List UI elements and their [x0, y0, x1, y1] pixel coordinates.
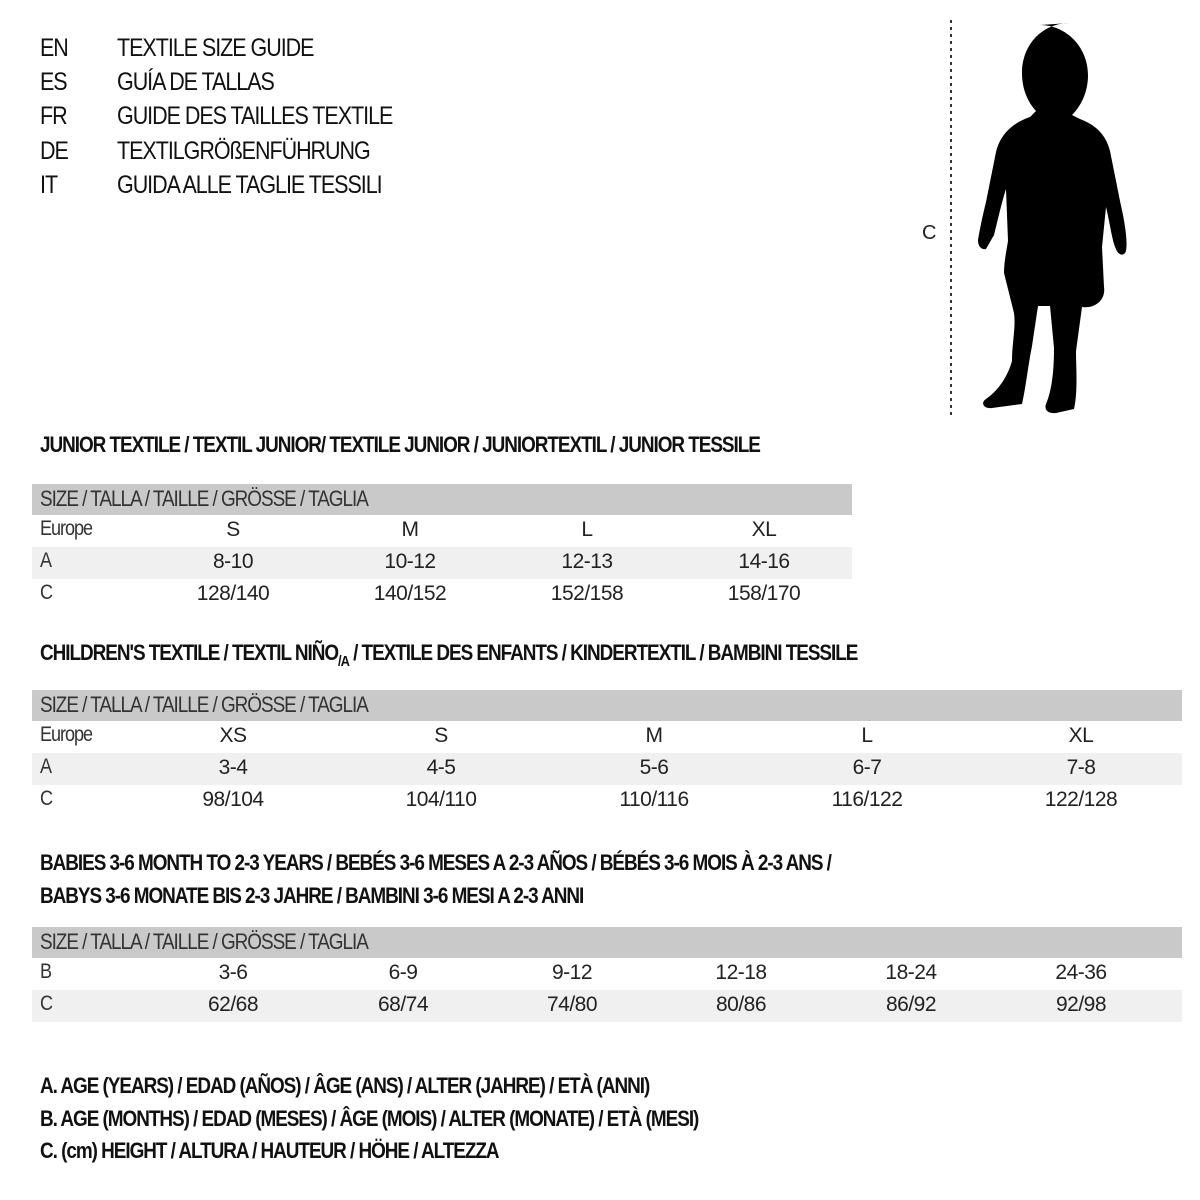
table-cell: 80/86: [715, 993, 767, 1016]
legend-c: C. (cm) HEIGHT / ALTURA / HAUTEUR / HÖHE…: [40, 1138, 500, 1163]
legend-a: A. AGE (YEARS) / EDAD (AÑOS) / ÂGE (ANS)…: [40, 1073, 650, 1098]
table-cell: 86/92: [885, 993, 937, 1016]
row-label: Europe: [40, 723, 93, 746]
babies-section-title-line1: BABIES 3-6 MONTH TO 2-3 YEARS / BEBÉS 3-…: [40, 850, 832, 875]
title-subscript: /A: [338, 653, 350, 670]
table-cell: XL: [751, 518, 777, 541]
title-it: IT GUIDA ALLE TAGLIE TESSILI: [40, 171, 520, 205]
table-row: Europe XS S M L XL: [32, 721, 1182, 753]
size-header-label: SIZE / TALLA / TAILLE / GRÖSSE / TAGLIA: [40, 929, 369, 954]
title-es: ES GUÍA DE TALLAS: [40, 68, 520, 102]
table-cell: 4-5: [426, 756, 456, 779]
table-cell: 10-12: [384, 550, 436, 573]
title-part: / TEXTILE DES ENFANTS / KINDERTEXTIL / B…: [348, 640, 858, 665]
table-cell: 3-6: [218, 961, 248, 984]
children-section-title: CHILDREN'S TEXTILE / TEXTIL NIÑO/A / TEX…: [40, 640, 858, 670]
children-size-table: SIZE / TALLA / TAILLE / GRÖSSE / TAGLIA …: [32, 690, 1182, 817]
height-label: C: [922, 222, 936, 244]
table-cell: 24-36: [1055, 961, 1107, 984]
lang-code: FR: [40, 102, 68, 130]
babies-size-table: SIZE / TALLA / TAILLE / GRÖSSE / TAGLIA …: [32, 927, 1182, 1022]
table-cell: L: [861, 724, 873, 747]
table-cell: 12-18: [715, 961, 767, 984]
table-cell: 122/128: [1044, 788, 1118, 811]
table-row: C 98/104 104/110 110/116 116/122 122/128: [32, 785, 1182, 817]
row-label: B: [40, 960, 52, 983]
table-row: A 3-4 4-5 5-6 6-7 7-8: [32, 753, 1182, 785]
table-cell: 116/122: [831, 788, 903, 811]
lang-code: EN: [40, 34, 69, 62]
title-de: DE TEXTILGRÖßENFÜHRUNG: [40, 137, 520, 171]
row-label: Europe: [40, 517, 93, 540]
table-body: Europe S M L XL A 8-10 10-12 12-13 14-16 C 128/140 1…: [32, 515, 852, 611]
table-cell: 152/158: [550, 582, 624, 605]
table-header: SIZE / TALLA / TAILLE / GRÖSSE / TAGLIA: [32, 927, 1182, 958]
size-header-label: SIZE / TALLA / TAILLE / GRÖSSE / TAGLIA: [40, 692, 369, 717]
row-label: C: [40, 992, 53, 1015]
table-cell: S: [226, 518, 240, 541]
table-row: B 3-6 6-9 9-12 12-18 18-24 24-36: [32, 958, 1182, 990]
table-cell: 3-4: [218, 756, 248, 779]
table-cell: 158/170: [727, 582, 801, 605]
title-part: CHILDREN'S TEXTILE / TEXTIL NIÑO: [40, 640, 339, 665]
table-cell: S: [434, 724, 448, 747]
lang-title: TEXTILGRÖßENFÜHRUNG: [117, 137, 371, 165]
table-cell: 140/152: [373, 582, 447, 605]
lang-title: GUIDA ALLE TAGLIE TESSILI: [117, 171, 383, 199]
table-cell: 14-16: [738, 550, 790, 573]
table-cell: 92/98: [1055, 993, 1107, 1016]
table-body: Europe XS S M L XL A 3-4 4-5 5-6 6-7 7-8 C 98/104 104/…: [32, 721, 1182, 817]
junior-size-table: SIZE / TALLA / TAILLE / GRÖSSE / TAGLIA …: [32, 484, 852, 611]
title-en: EN TEXTILE SIZE GUIDE: [40, 34, 520, 68]
size-header-label: SIZE / TALLA / TAILLE / GRÖSSE / TAGLIA: [40, 486, 369, 511]
child-silhouette-figure: C: [922, 20, 1127, 415]
table-cell: 110/116: [619, 788, 689, 811]
lang-title: GUIDE DES TAILLES TEXTILE: [117, 102, 393, 130]
table-cell: 9-12: [551, 961, 593, 984]
lang-code: ES: [40, 68, 68, 96]
table-cell: 7-8: [1066, 756, 1096, 779]
lang-title: TEXTILE SIZE GUIDE: [117, 34, 315, 62]
table-cell: 68/74: [377, 993, 429, 1016]
table-cell: L: [581, 518, 593, 541]
table-body: B 3-6 6-9 9-12 12-18 18-24 24-36 C 62/68 68/74 74/…: [32, 958, 1182, 1022]
table-cell: M: [645, 724, 664, 747]
table-row: A 8-10 10-12 12-13 14-16: [32, 547, 852, 579]
table-row: Europe S M L XL: [32, 515, 852, 547]
lang-code: DE: [40, 137, 69, 165]
table-row: C 128/140 140/152 152/158 158/170: [32, 579, 852, 611]
legend-b: B. AGE (MONTHS) / EDAD (MESES) / ÂGE (MO…: [40, 1106, 699, 1131]
table-cell: 74/80: [546, 993, 598, 1016]
row-label: A: [40, 549, 52, 572]
table-cell: 104/110: [405, 788, 477, 811]
table-cell: 5-6: [639, 756, 669, 779]
table-cell: 98/104: [202, 788, 264, 811]
table-cell: XL: [1068, 724, 1094, 747]
table-cell: M: [401, 518, 420, 541]
table-header: SIZE / TALLA / TAILLE / GRÖSSE / TAGLIA: [32, 690, 1182, 721]
table-cell: 6-9: [388, 961, 418, 984]
title-fr: FR GUIDE DES TAILLES TEXTILE: [40, 102, 520, 136]
table-cell: 12-13: [561, 550, 613, 573]
table-cell: 62/68: [207, 993, 259, 1016]
table-cell: 8-10: [212, 550, 254, 573]
table-row: C 62/68 68/74 74/80 80/86 86/92 92/98: [32, 990, 1182, 1022]
junior-section-title: JUNIOR TEXTILE / TEXTIL JUNIOR/ TEXTILE …: [40, 432, 761, 457]
table-header: SIZE / TALLA / TAILLE / GRÖSSE / TAGLIA: [32, 484, 852, 515]
table-cell: 6-7: [852, 756, 882, 779]
child-silhouette-icon: [978, 23, 1127, 414]
lang-title: GUÍA DE TALLAS: [117, 68, 275, 96]
row-label: C: [40, 581, 53, 604]
table-cell: 128/140: [196, 582, 270, 605]
row-label: C: [40, 787, 53, 810]
table-cell: XS: [219, 724, 247, 747]
lang-code: IT: [40, 171, 58, 199]
row-label: A: [40, 755, 52, 778]
table-cell: 18-24: [885, 961, 937, 984]
babies-section-title-line2: BABYS 3-6 MONATE BIS 2-3 JAHRE / BAMBINI…: [40, 883, 584, 908]
